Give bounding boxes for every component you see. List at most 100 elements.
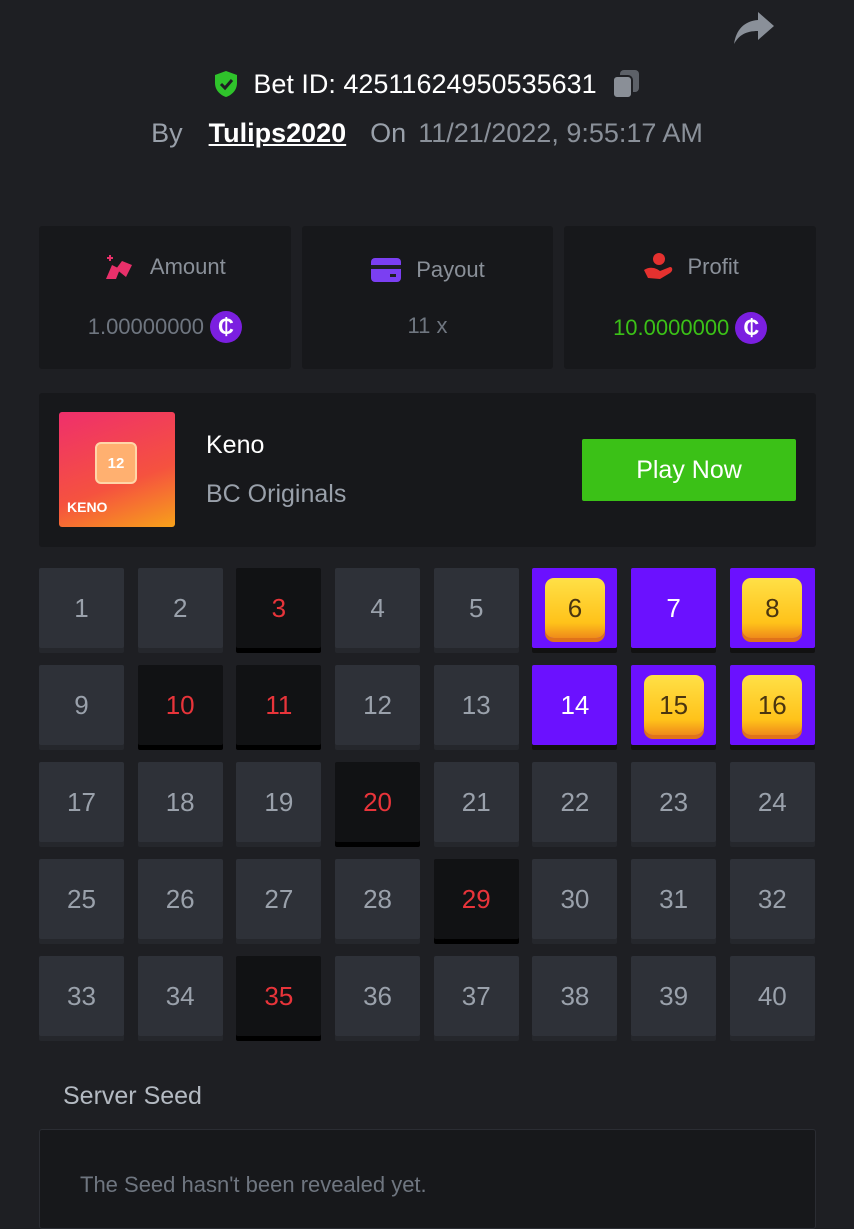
- on-label: On: [370, 118, 407, 148]
- keno-tile-hit: 29: [433, 859, 519, 939]
- keno-tile-normal: 30: [532, 859, 618, 939]
- tile-number: 1: [74, 592, 89, 623]
- coin-icon: ₵: [735, 311, 768, 344]
- tile-number: 3: [271, 592, 287, 623]
- coin-icon: ₵: [209, 310, 242, 343]
- tile-number: 9: [74, 689, 89, 720]
- play-now-button[interactable]: Play Now: [582, 439, 796, 501]
- hand-profit-icon: [643, 252, 672, 279]
- keno-tile-hit: 3: [236, 568, 322, 648]
- tile-number: 36: [363, 980, 393, 1011]
- keno-tile-normal: 21: [433, 762, 519, 842]
- keno-tile-normal: 17: [39, 762, 124, 842]
- keno-tile-normal: 34: [137, 956, 223, 1036]
- share-arrow-icon[interactable]: [732, 10, 776, 46]
- keno-tile-normal: 25: [39, 859, 124, 939]
- keno-board: 1 2 3 4 5 6 7 8 9 10 11 12 13 14 15 16 17 18 19 20 21 22 23 24 2…: [39, 568, 816, 1036]
- tile-number: 31: [659, 883, 689, 914]
- keno-tile-normal: 4: [335, 568, 421, 648]
- game-provider: BC Originals: [206, 480, 347, 508]
- keno-tile-normal: 26: [137, 859, 223, 939]
- keno-tile-normal: 12: [335, 665, 421, 745]
- tile-number: 35: [264, 980, 294, 1011]
- keno-tile-sel: 14: [532, 665, 618, 745]
- shield-check-icon: [215, 71, 238, 97]
- tile-number: 17: [67, 786, 96, 817]
- tile-number: 15: [643, 675, 704, 735]
- tile-number: 24: [757, 786, 787, 817]
- tile-number: 25: [67, 883, 96, 914]
- tile-number: 23: [659, 786, 689, 817]
- profit-value: 10.0000000: [613, 314, 730, 340]
- keno-tile-normal: 28: [335, 859, 421, 939]
- card-icon: [371, 257, 402, 282]
- amount-value: 1.00000000: [87, 313, 204, 339]
- keno-tile-gem: 15: [631, 665, 717, 745]
- keno-tile-normal: 32: [729, 859, 815, 939]
- tile-number: 14: [560, 689, 590, 720]
- tile-number: 32: [757, 883, 787, 914]
- keno-tile-normal: 5: [433, 568, 519, 648]
- game-name: Keno: [206, 431, 265, 459]
- tile-number: 13: [461, 689, 491, 720]
- keno-tile-hit: 11: [236, 665, 322, 745]
- keno-tile-normal: 19: [236, 762, 322, 842]
- tile-number: 29: [461, 883, 491, 914]
- by-label: By: [151, 118, 183, 148]
- server-seed-box: The Seed hasn't been revealed yet.: [39, 1129, 816, 1229]
- bet-id-row: Bet ID: 42511624950535631: [0, 68, 854, 100]
- bet-byline: By Tulips2020 On 11/21/2022, 9:55:17 AM: [0, 118, 854, 149]
- keno-tile-normal: 27: [236, 859, 322, 939]
- thumb-gem: 12: [95, 442, 137, 484]
- tile-number: 20: [363, 786, 393, 817]
- tile-number: 10: [165, 689, 195, 720]
- tile-number: 7: [666, 592, 681, 623]
- tile-number: 34: [165, 980, 195, 1011]
- payout-label: Payout: [416, 256, 485, 282]
- server-seed-text: The Seed hasn't been revealed yet.: [80, 1172, 427, 1197]
- keno-tile-gem: 8: [729, 568, 815, 648]
- keno-tile-gem: 16: [729, 665, 815, 745]
- bet-id: Bet ID: 42511624950535631: [253, 68, 597, 99]
- tile-number: 30: [560, 883, 590, 914]
- keno-thumbnail[interactable]: 12 KENO: [59, 412, 175, 527]
- keno-tile-normal: 9: [39, 665, 124, 745]
- tile-number: 40: [757, 980, 787, 1011]
- keno-tile-hit: 20: [335, 762, 421, 842]
- keno-tile-hit: 35: [236, 956, 322, 1036]
- tile-number: 11: [265, 689, 293, 720]
- tile-number: 22: [560, 786, 590, 817]
- profit-card: Profit 10.0000000 ₵: [564, 226, 817, 369]
- payout-card: Payout 11 x: [301, 226, 554, 369]
- amount-card: Amount 1.00000000 ₵: [39, 226, 291, 369]
- tile-number: 8: [742, 578, 803, 638]
- tile-number: 16: [742, 675, 803, 735]
- tile-number: 4: [370, 592, 385, 623]
- bet-date: 11/21/2022, 9:55:17 AM: [418, 118, 703, 148]
- copy-icon[interactable]: [611, 68, 641, 100]
- keno-tile-normal: 38: [532, 956, 618, 1036]
- coins-icon: [105, 254, 132, 279]
- amount-label: Amount: [149, 253, 226, 279]
- tile-number: 12: [363, 689, 393, 720]
- tile-number: 28: [363, 883, 393, 914]
- keno-tile-normal: 23: [631, 762, 717, 842]
- keno-tile-gem: 6: [532, 568, 618, 648]
- keno-tile-normal: 18: [137, 762, 223, 842]
- tile-number: 27: [264, 883, 294, 914]
- keno-tile-normal: 31: [631, 859, 717, 939]
- bet-stats: Amount 1.00000000 ₵ Payout 11 x Profit 10…: [39, 226, 817, 369]
- tile-number: 21: [461, 786, 491, 817]
- tile-number: 2: [172, 592, 188, 623]
- keno-tile-normal: 24: [729, 762, 815, 842]
- keno-tile-hit: 10: [137, 665, 223, 745]
- keno-tile-normal: 40: [729, 956, 815, 1036]
- tile-number: 38: [560, 980, 590, 1011]
- tile-number: 6: [544, 578, 605, 638]
- keno-tile-normal: 22: [532, 762, 618, 842]
- keno-tile-normal: 36: [335, 956, 421, 1036]
- keno-tile-normal: 2: [137, 568, 223, 648]
- profit-label: Profit: [687, 253, 739, 279]
- username-link[interactable]: Tulips2020: [208, 118, 347, 148]
- tile-number: 33: [67, 980, 96, 1011]
